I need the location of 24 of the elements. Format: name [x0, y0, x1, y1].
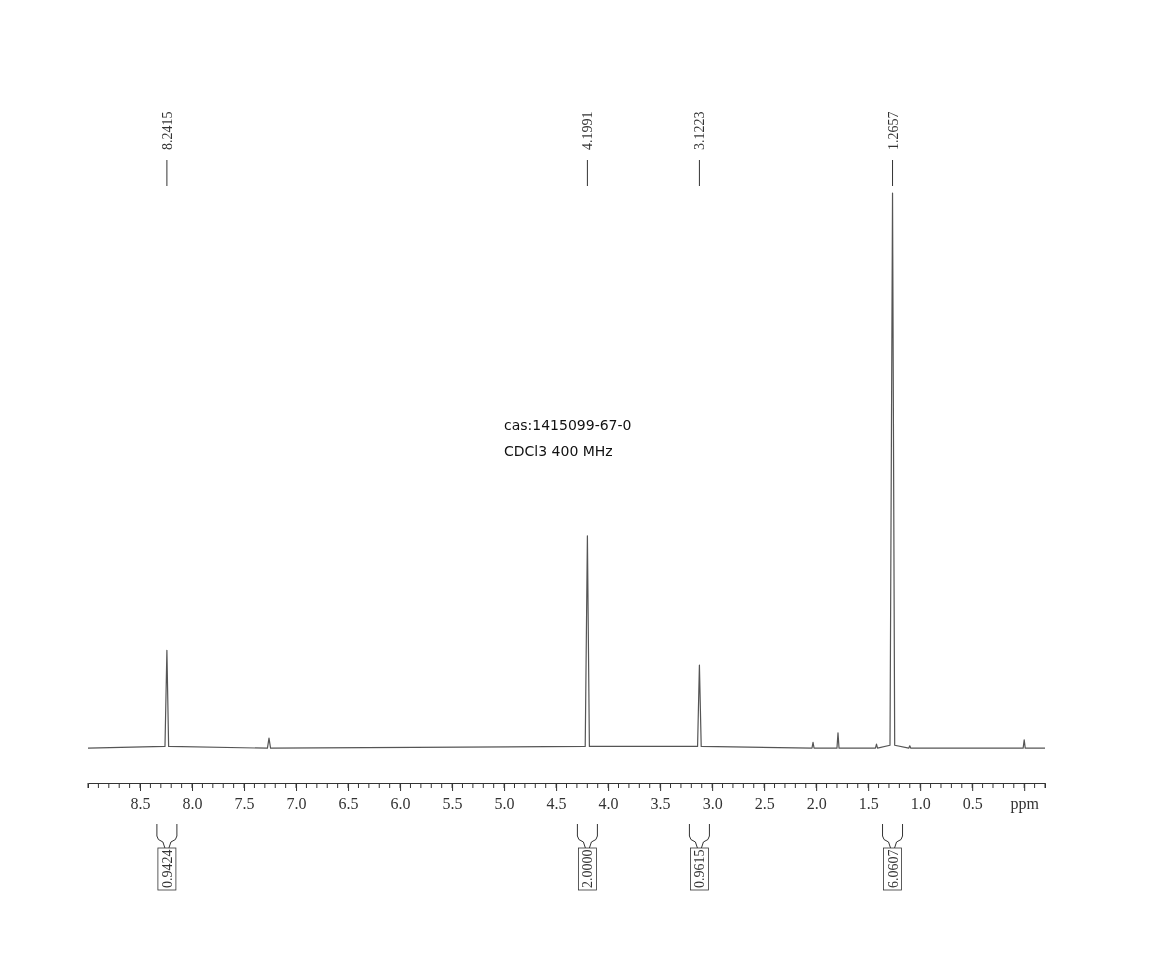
- x-tick-label: 4.0: [598, 794, 619, 812]
- annotation: 8.2415: [159, 111, 175, 150]
- x-tick-label: 3.0: [702, 794, 723, 812]
- annotation: 1.2657: [885, 111, 901, 150]
- annotation: 4.1991: [580, 111, 596, 150]
- x-tick-label: 8.0: [182, 794, 203, 812]
- x-tick-label: 1.0: [910, 794, 931, 812]
- x-tick-label: 8.5: [130, 794, 151, 812]
- annotation: cas:1415099-67-0: [504, 417, 632, 433]
- x-tick-label: 6.5: [338, 794, 359, 812]
- x-tick-label: 4.5: [546, 794, 567, 812]
- x-tick-label: 7.5: [234, 794, 255, 812]
- x-tick-label: 5.5: [442, 794, 463, 812]
- annotation: CDCl3 400 MHz: [504, 443, 613, 459]
- x-tick-label: ppm: [1010, 794, 1040, 813]
- x-tick-label: 2.5: [754, 794, 775, 812]
- x-tick-label: 2.0: [806, 794, 827, 812]
- x-tick-label: 0.5: [962, 794, 983, 812]
- x-tick-label: 7.0: [286, 794, 307, 812]
- annotation: 3.1223: [692, 111, 708, 150]
- x-tick-label: 5.0: [494, 794, 515, 812]
- x-tick-label: 6.0: [390, 794, 411, 812]
- x-tick-label: 3.5: [650, 794, 671, 812]
- x-tick-label: 1.5: [858, 794, 879, 812]
